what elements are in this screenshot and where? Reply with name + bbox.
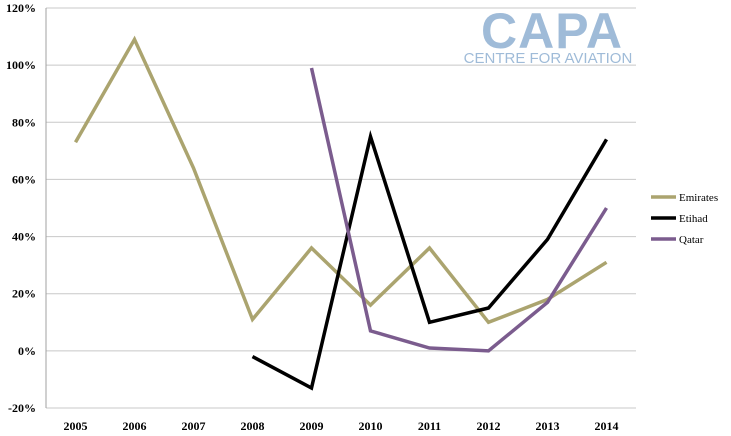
x-tick-label: 2013 <box>536 419 560 433</box>
x-tick-label: 2008 <box>241 419 265 433</box>
series-line-etihad <box>251 130 609 391</box>
y-tick-label: 100% <box>6 58 36 72</box>
series-lines <box>73 35 609 391</box>
legend-label-emirates: Emirates <box>679 192 718 204</box>
logo-subtitle: CENTRE FOR AVIATION <box>464 50 633 67</box>
x-tick-label: 2014 <box>595 419 619 433</box>
y-tick-label: 0% <box>18 344 36 358</box>
x-tick-label: 2009 <box>300 419 324 433</box>
capa-logo: CAPA CENTRE FOR AVIATION <box>464 3 633 67</box>
y-tick-label: 80% <box>12 115 36 129</box>
x-tick-label: 2012 <box>477 419 501 433</box>
x-axis-tick-labels: 2005 2006 2007 2008 2009 2010 2011 2012 2013 2014 <box>64 419 619 433</box>
y-tick-label: 120% <box>6 1 36 15</box>
series-line-qatar <box>309 67 608 353</box>
x-tick-label: 2010 <box>359 419 383 433</box>
y-tick-label: -20% <box>8 401 36 415</box>
x-tick-label: 2005 <box>64 419 88 433</box>
x-tick-label: 2006 <box>123 419 147 433</box>
legend-label-etihad: Etihad <box>679 213 708 225</box>
legend-label-qatar: Qatar <box>679 234 704 246</box>
series-line-emirates <box>73 35 608 325</box>
x-tick-label: 2011 <box>418 419 441 433</box>
y-tick-label: 40% <box>12 230 36 244</box>
y-tick-label: 20% <box>12 287 36 301</box>
x-tick-label: 2007 <box>182 419 206 433</box>
y-tick-label: 60% <box>12 172 36 186</box>
legend: Emirates Etihad Qatar <box>651 192 718 246</box>
y-axis-tick-labels: -20% 0% 20% 40% 60% 80% 100% 120% <box>6 1 36 415</box>
gridlines <box>45 7 636 409</box>
logo-text: CAPA <box>481 3 623 59</box>
